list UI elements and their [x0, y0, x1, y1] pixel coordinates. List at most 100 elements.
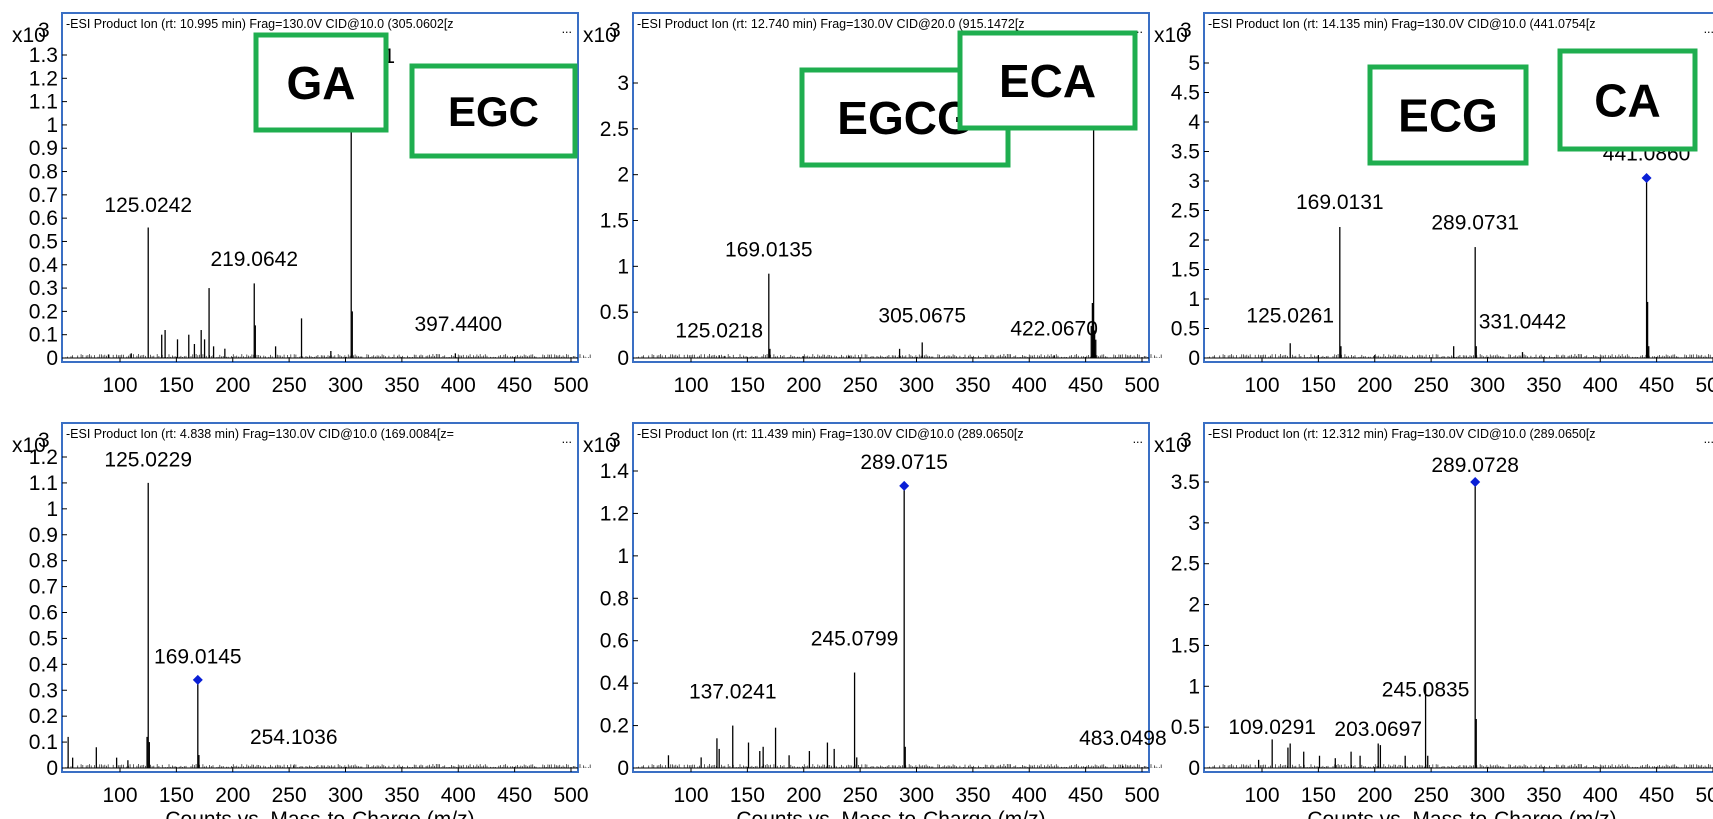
y-tick-label: 2.5: [1171, 200, 1200, 223]
y-multiplier: x10: [12, 434, 46, 457]
y-tick-label: 4.5: [1171, 82, 1200, 105]
y-tick-label: 3.5: [1171, 141, 1200, 164]
x-tick-label: 500: [553, 784, 588, 807]
x-tick-label: 500: [1695, 784, 1713, 807]
noise-trace: [65, 354, 591, 358]
x-tick-label: 350: [1526, 784, 1561, 807]
header-more: ...: [1133, 432, 1143, 446]
y-tick-label: 2: [617, 164, 629, 187]
compound-label: EGC: [448, 88, 539, 135]
plot-frame: [632, 422, 1150, 773]
x-tick-label: 200: [215, 374, 250, 397]
y-tick-label: 1: [1188, 288, 1200, 311]
x-tick-label: 350: [1526, 374, 1561, 397]
y-tick-label: 1: [617, 545, 629, 568]
x-tick-label: 100: [102, 374, 137, 397]
header-more: ...: [1133, 22, 1143, 36]
y-tick-label: 2.5: [600, 118, 629, 141]
y-tick-label: 0: [46, 347, 58, 370]
y-multiplier: x10: [12, 24, 46, 47]
compound-box: [1557, 48, 1698, 152]
y-tick-label: 0.8: [29, 550, 58, 573]
y-tick-label: 0.1: [29, 731, 58, 754]
x-tick-label: 400: [1012, 784, 1047, 807]
x-tick-label: 250: [1414, 784, 1449, 807]
scan-header: -ESI Product Ion (rt: 12.740 min) Frag=1…: [637, 17, 1025, 31]
plot-frame: [61, 422, 579, 773]
y-tick-label: 0.9: [29, 524, 58, 547]
x-tick-label: 300: [1470, 374, 1505, 397]
y-tick-label: 1.5: [1171, 259, 1200, 282]
x-tick-label: 350: [955, 784, 990, 807]
compound-box: [409, 63, 578, 159]
x-tick-label: 400: [1012, 374, 1047, 397]
peak-label: 219.0642: [210, 248, 298, 271]
compound-box: [957, 30, 1138, 131]
y-exponent: 3: [1180, 19, 1192, 42]
peak-label: 331.0442: [1479, 310, 1567, 333]
y-tick-label: 0.4: [600, 672, 630, 695]
y-tick-label: 3: [1188, 170, 1200, 193]
y-multiplier: x10: [583, 24, 617, 47]
x-tick-label: 250: [272, 784, 307, 807]
x-axis-title: Counts vs. Mass-to-Charge (m/z): [736, 808, 1045, 819]
peak-label: 289.0731: [1431, 211, 1519, 234]
x-tick-label: 250: [1414, 374, 1449, 397]
peak-label: 254.1036: [250, 726, 338, 749]
y-tick-label: 0: [617, 757, 629, 780]
precursor-marker: [899, 480, 910, 491]
y-tick-label: 0.5: [29, 627, 58, 650]
y-tick-label: 0.8: [600, 587, 629, 610]
y-tick-label: 1: [46, 498, 58, 521]
header-more: ...: [562, 22, 572, 36]
y-tick-label: 1.2: [600, 502, 629, 525]
peak-label: 169.0131: [1296, 191, 1384, 214]
plot-frame: [61, 12, 579, 363]
peak-label: 289.0728: [1431, 454, 1519, 477]
peak-label: 109.0291: [1228, 716, 1316, 739]
peak-label: 245.0835: [1382, 679, 1470, 702]
x-tick-label: 100: [102, 784, 137, 807]
x-tick-label: 350: [955, 374, 990, 397]
x-axis-title: Counts vs. Mass-to-Charge (m/z): [165, 808, 474, 819]
y-tick-label: 0: [1188, 757, 1200, 780]
compound-label: CA: [1594, 75, 1660, 127]
x-tick-label: 350: [384, 374, 419, 397]
x-tick-label: 300: [328, 374, 363, 397]
y-tick-label: 0.5: [1171, 318, 1200, 341]
spectrum-chart-eca: -ESI Product Ion (rt: 11.439 min) Frag=1…: [583, 30, 1167, 819]
y-tick-label: 5: [1188, 52, 1200, 75]
y-tick-label: 1.2: [29, 446, 58, 469]
x-tick-label: 350: [384, 784, 419, 807]
spectrum-panel-ga: -ESI Product Ion (rt: 4.838 min) Frag=13…: [0, 32, 591, 819]
peak-label: 289.0715: [860, 451, 948, 474]
x-tick-label: 400: [1583, 374, 1618, 397]
y-exponent: 3: [1180, 429, 1192, 452]
noise-trace: [1207, 764, 1713, 768]
y-tick-label: 1: [617, 255, 629, 278]
spectrum-chart-ecg: -ESI Product Ion (rt: 14.135 min) Frag=1…: [1154, 12, 1713, 397]
x-tick-label: 300: [899, 784, 934, 807]
scan-header: -ESI Product Ion (rt: 11.439 min) Frag=1…: [637, 427, 1024, 441]
noise-trace: [636, 764, 1162, 768]
peak-label: 483.0498: [1079, 727, 1167, 750]
scan-header: -ESI Product Ion (rt: 10.995 min) Frag=1…: [66, 17, 454, 31]
x-axis-title: Counts vs. Mass-to-Charge (m/z): [1307, 808, 1616, 819]
x-tick-label: 200: [786, 374, 821, 397]
peak-label: 125.0218: [675, 319, 763, 342]
x-tick-label: 200: [215, 784, 250, 807]
y-tick-label: 1.1: [29, 91, 58, 114]
peak-label: 245.0799: [811, 627, 899, 650]
y-tick-label: 0.5: [29, 230, 58, 253]
x-tick-label: 150: [159, 374, 194, 397]
y-tick-label: 1.5: [1171, 634, 1200, 657]
y-tick-label: 3: [1188, 512, 1200, 535]
noise-trace: [65, 764, 591, 768]
x-tick-label: 450: [1639, 374, 1674, 397]
peak-label: 203.0697: [1334, 718, 1422, 741]
y-exponent: 3: [609, 19, 621, 42]
peak-label: 137.0241: [689, 680, 777, 703]
y-tick-label: 0.2: [29, 300, 58, 323]
y-tick-label: 0.2: [600, 715, 629, 738]
x-tick-label: 500: [1695, 374, 1713, 397]
